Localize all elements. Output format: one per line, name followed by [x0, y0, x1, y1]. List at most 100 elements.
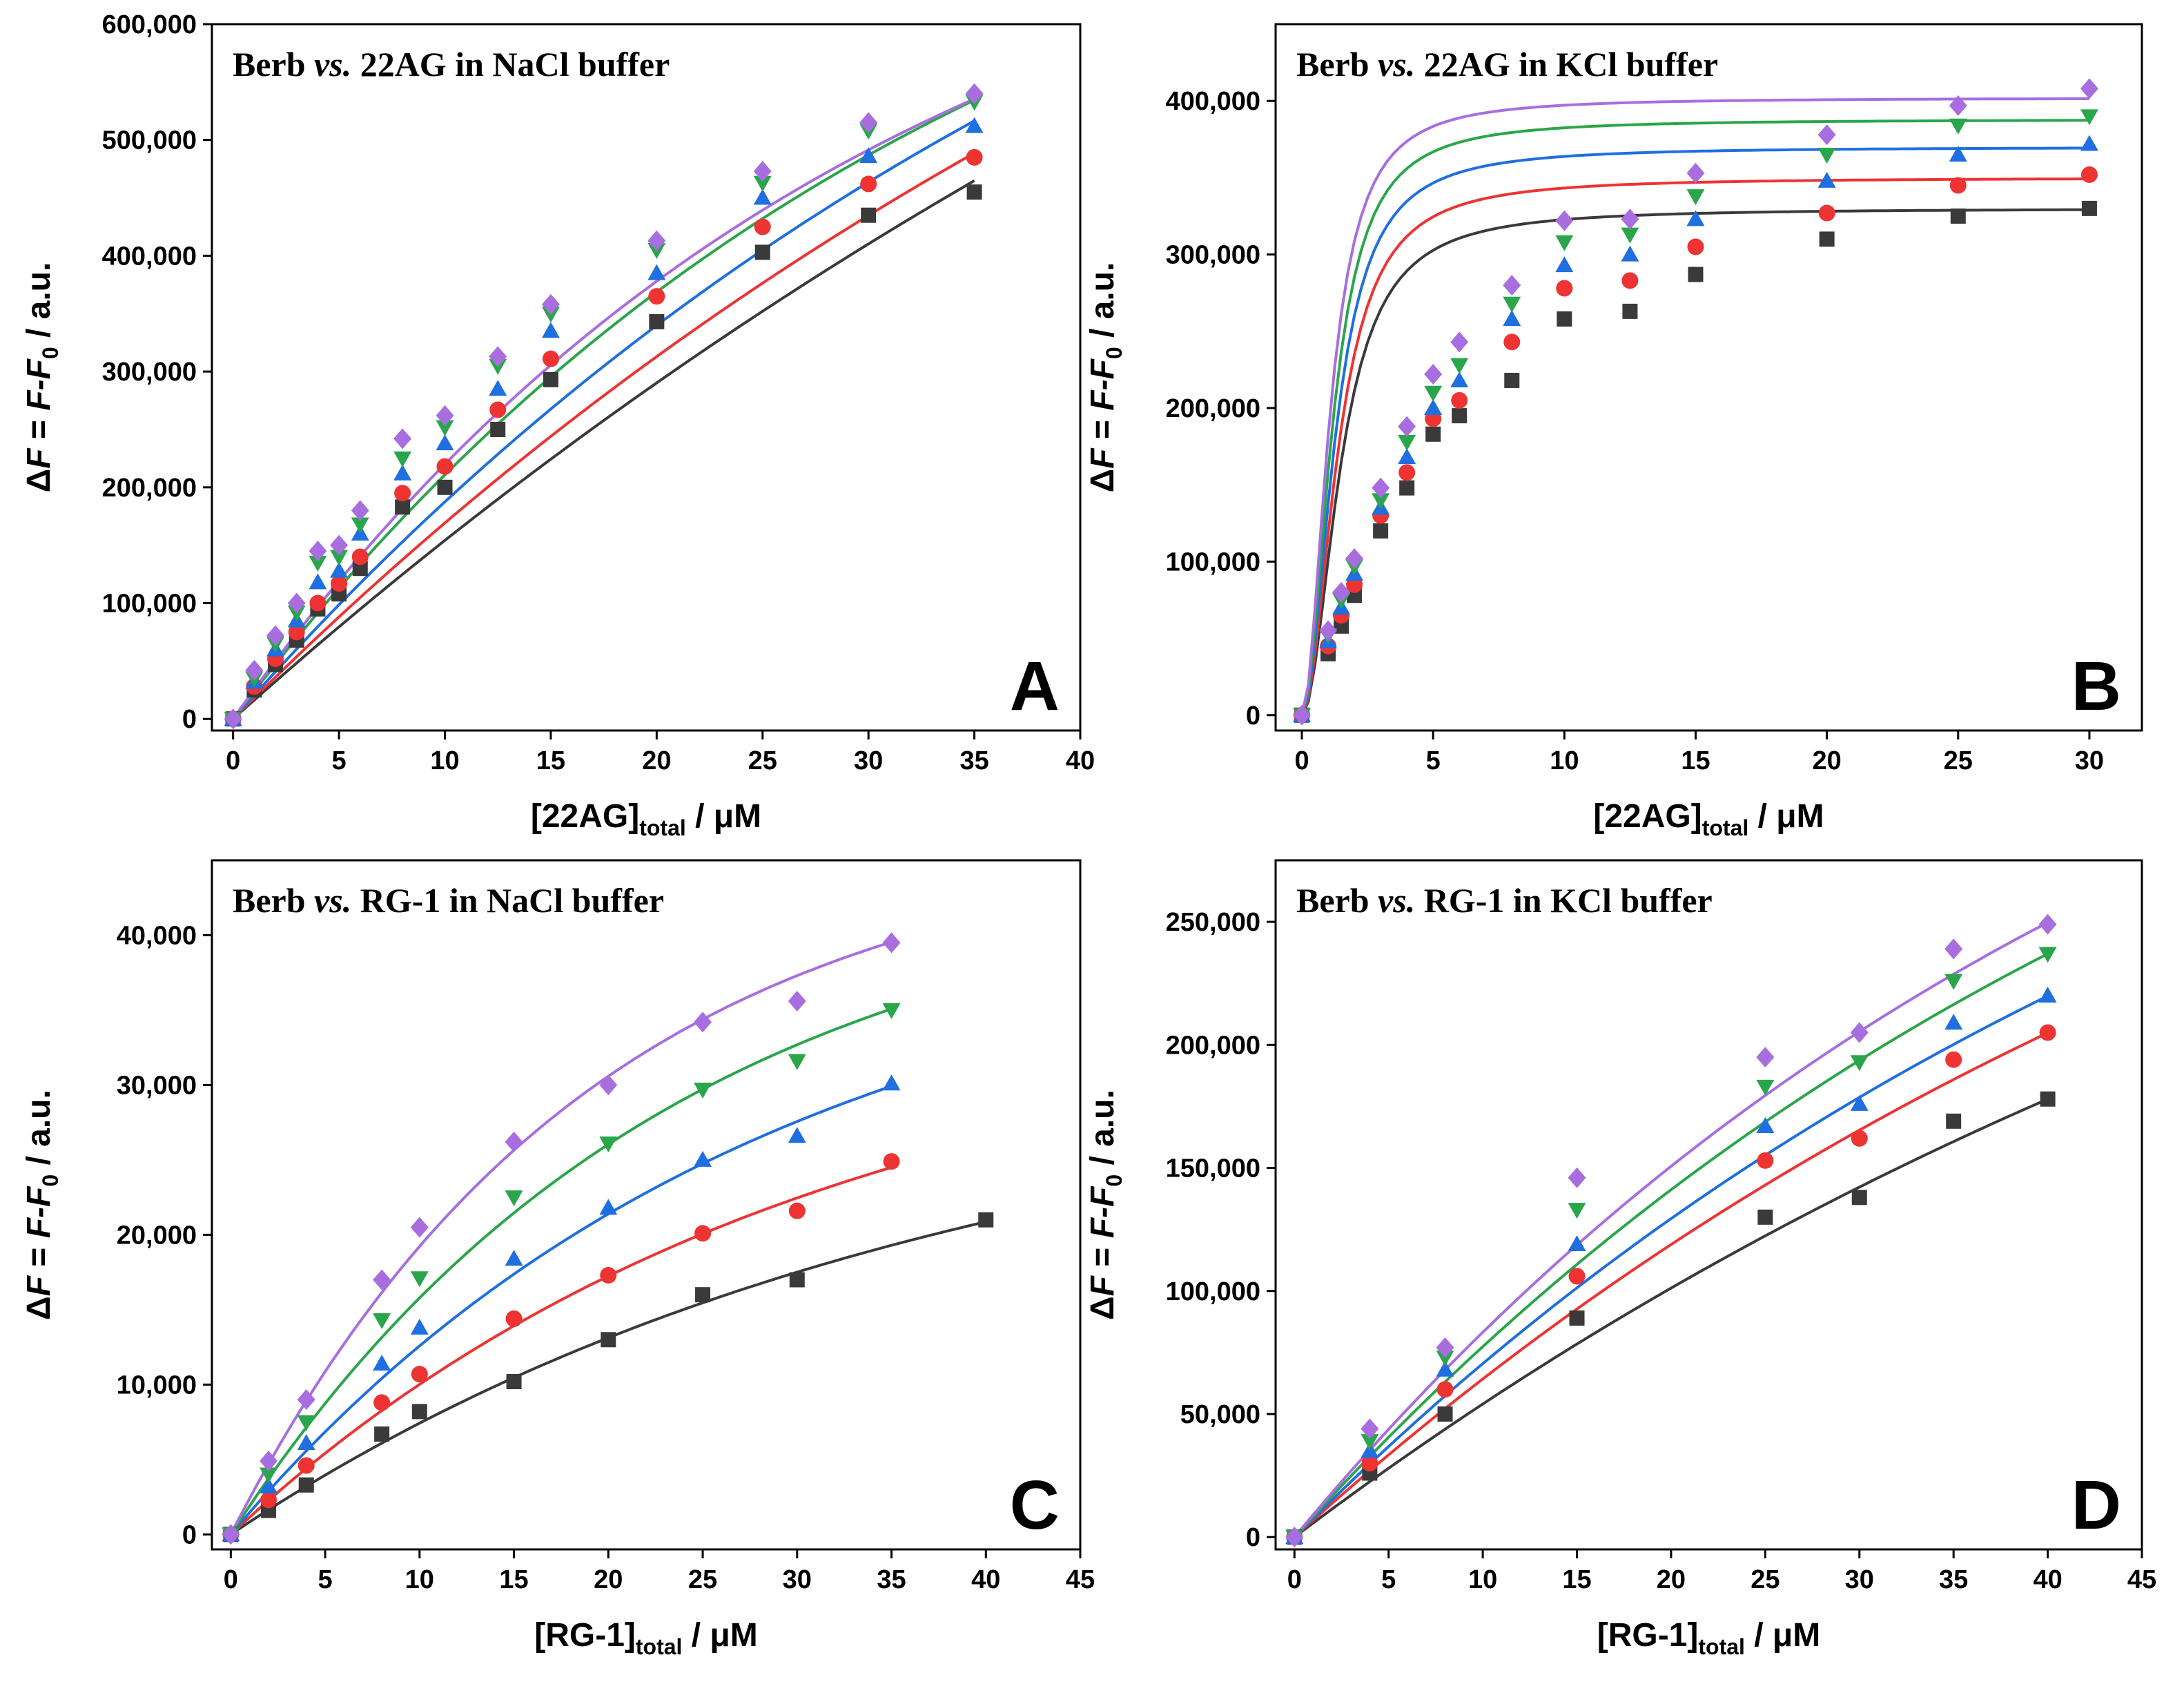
panel-c-series-2-point [788, 1202, 806, 1219]
panel-a-series-1-point [649, 314, 665, 330]
panel-d-series-2-point [1568, 1268, 1586, 1285]
panel-a-series-5-point [245, 659, 264, 681]
panel-c-series-3-point [505, 1250, 523, 1266]
panel-c-fit-curve-3 [229, 1085, 893, 1536]
panel-a-series-1-point [754, 244, 770, 260]
panel-d-series-2-point [2039, 1024, 2056, 1041]
panel-a-y-tick-label: 400,000 [102, 242, 197, 271]
panel-c-series-2-point [694, 1225, 712, 1242]
panel-c-series-5-points [222, 932, 901, 1545]
panel-b-series-5-point [1555, 210, 1574, 231]
panel-c-series-1-point [298, 1477, 314, 1493]
panel-a-series-1-point [966, 184, 982, 200]
panel-a-series-1-points [225, 184, 982, 727]
panel-c-series-4-point [410, 1271, 429, 1288]
panel-c-series-1-point [695, 1287, 711, 1303]
panel-b-series-2-point [1398, 464, 1416, 481]
panel-c-x-tick-label: 0 [224, 1565, 238, 1594]
panel-a-x-tick-label: 15 [536, 746, 565, 775]
panel-a-series-4-point [753, 175, 772, 192]
panel-d-series-4-point [1436, 1350, 1454, 1366]
panel-c-x-tick-label: 40 [971, 1565, 1000, 1594]
panel-b-series-2-point [1687, 238, 1704, 255]
panel-d-x-tick-label: 35 [1939, 1565, 1968, 1594]
panel-a-series-5-point [393, 428, 412, 449]
panel-d-x-tick-label: 45 [2127, 1565, 2156, 1594]
panel-d-series-2-points [1286, 1024, 2056, 1546]
panel-b-series-2-point [1949, 177, 1967, 194]
panel-b-series-1-point [1950, 208, 1966, 224]
panel-c-x-axis-label: [RG-1]total / μM [534, 1617, 758, 1659]
panel-d-x-tick-label: 15 [1562, 1565, 1591, 1594]
panel-d-series-1-point [1946, 1113, 1962, 1129]
panel-b-series-5-point [1293, 704, 1312, 726]
panel-a-y-tick-label: 0 [182, 705, 197, 734]
panel-a-series-1-point [352, 561, 368, 577]
panel-c-x-tick-label: 45 [1066, 1565, 1095, 1594]
panel-a-series-5-point [647, 230, 666, 251]
panel-c-series-5-point [694, 1012, 712, 1033]
panel-a-series-2-point [489, 401, 507, 418]
panel-d-series-5-point [1568, 1167, 1586, 1188]
panel-b-y-tick-label: 0 [1246, 702, 1260, 731]
panel-c-series-5-point [505, 1131, 523, 1152]
panel-c-x-tick-label: 25 [688, 1565, 717, 1594]
panel-b-y-tick-label: 200,000 [1166, 394, 1260, 423]
panel-d-y-tick-label: 200,000 [1166, 1031, 1260, 1060]
panel-b-series-1-point [1557, 311, 1572, 327]
panel-a-y-tick-label: 300,000 [102, 358, 197, 387]
panel-c-y-tick-label: 30,000 [117, 1071, 197, 1100]
panel-c-title: Berb vs. RG-1 in NaCl buffer [233, 881, 664, 920]
panel-a-series-2-point [309, 594, 326, 612]
panel-a-series-3-point [309, 573, 327, 590]
panel-b-series-4-point [1424, 385, 1443, 402]
panel-b: 0 5 10 15 20 25 30 0 100,000 200,000 300,000 400,00… [1084, 23, 2143, 840]
panel-b-series-1-point [1425, 426, 1441, 442]
panel-d-series-5-points [1285, 913, 2057, 1548]
panel-c-series-5-point [882, 932, 901, 954]
panel-a-series-5-point [287, 592, 306, 614]
panel-c-panel-letter: C [1010, 1467, 1060, 1544]
panel-a-series-5-point [489, 346, 507, 367]
panel-b-series-4-point [1398, 434, 1416, 451]
panel-d-fit-curve-5 [1293, 921, 2049, 1538]
panel-a-fit-curve-1 [232, 179, 975, 720]
panel-b-x-tick-label: 30 [2075, 746, 2104, 775]
panel-c-series-4-point [260, 1467, 278, 1484]
panel-b-y-tick-label: 300,000 [1166, 241, 1260, 270]
panel-b-series-2-points [1294, 166, 2098, 724]
panel-c-series-2-points [222, 1153, 900, 1543]
panel-b-plot-frame [1274, 23, 2143, 732]
panel-a-x-tick-label: 10 [430, 746, 459, 775]
panel-d-series-3-point [1850, 1094, 1869, 1111]
panel-b-series-2-point [1503, 333, 1521, 351]
panel-d-fit-curve-4 [1293, 952, 2049, 1538]
panel-d-series-1-point [1437, 1406, 1453, 1422]
panel-a-series-5-point [309, 541, 327, 562]
panel-b-series-1-point [1504, 372, 1520, 388]
panel-b-series-4-point [1372, 493, 1390, 510]
panel-c-series-4-point [788, 1054, 806, 1070]
panel-c: 0 5 10 15 20 25 30 35 40 45 0 10,000 20,000 30,000 40,… [21, 859, 1095, 1659]
panel-b-series-5-points [1293, 78, 2098, 726]
panel-d-plot-frame [1274, 859, 2143, 1551]
panel-c-series-5-point [222, 1524, 240, 1545]
panel-a-series-2-point [351, 548, 369, 565]
panel-a-x-tick-label: 25 [748, 746, 777, 775]
panel-a-x-axis-label: [22AG]total / μM [531, 798, 761, 840]
panel-d-y-tick-label: 100,000 [1166, 1277, 1260, 1306]
panel-d-series-5-point [2038, 913, 2057, 935]
panel-a-series-2-point [966, 148, 983, 166]
panel-b-panel-letter: B [2071, 648, 2121, 725]
panel-c-y-tick-label: 0 [182, 1520, 197, 1549]
panel-a-y-tick-label: 100,000 [102, 590, 197, 619]
panel-b-fit-curve-1 [1300, 208, 2089, 716]
panel-d-series-4-point [1944, 974, 1963, 990]
panel-d-series-4-point [1568, 1203, 1586, 1219]
panel-d-x-tick-label: 0 [1287, 1565, 1302, 1594]
panel-c-x-tick-label: 15 [499, 1565, 528, 1594]
panel-a-plot-frame [211, 23, 1082, 732]
panel-b-series-4-point [1503, 296, 1521, 313]
panel-c-series-3-point [260, 1477, 278, 1493]
panel-b-series-3-point [1424, 398, 1443, 415]
